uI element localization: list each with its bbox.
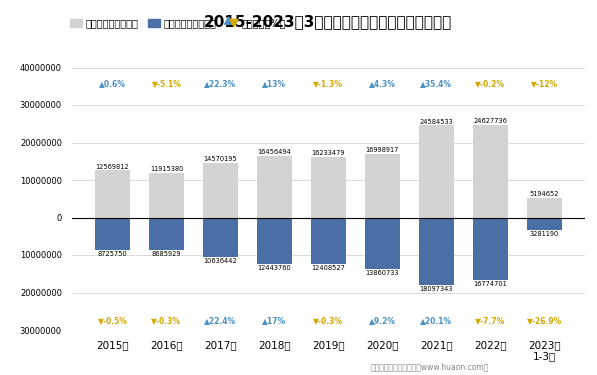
Text: ▼-7.7%: ▼-7.7% [475,316,505,325]
Text: 8685929: 8685929 [152,251,181,257]
Text: ▲20.1%: ▲20.1% [420,316,453,325]
Text: 制图：华经产业研究院（www.huaon.com）: 制图：华经产业研究院（www.huaon.com） [370,362,488,371]
Bar [473,217,508,280]
Text: ▲35.4%: ▲35.4% [420,79,453,88]
Text: 18097343: 18097343 [420,286,453,292]
Bar [95,217,130,250]
Text: 24584533: 24584533 [420,118,453,124]
Text: ▼-0.2%: ▼-0.2% [475,79,505,88]
Text: 8725750: 8725750 [98,251,127,257]
Bar [418,217,454,285]
Text: 12443760: 12443760 [257,265,291,271]
Bar [527,198,562,217]
Bar [257,156,292,218]
Text: ▲9.2%: ▲9.2% [369,316,396,325]
Text: ▼-0.3%: ▼-0.3% [152,316,181,325]
Bar [365,154,400,218]
Bar [95,170,130,217]
Text: 13860733: 13860733 [365,270,399,276]
Text: ▼-0.5%: ▼-0.5% [97,316,127,325]
Text: 12569812: 12569812 [96,164,130,170]
Text: ▼-1.3%: ▼-1.3% [313,79,343,88]
Bar [257,217,292,264]
Text: 12408527: 12408527 [312,265,345,271]
Text: 11915380: 11915380 [150,166,183,172]
Bar [418,125,454,218]
Text: 16998917: 16998917 [365,147,399,153]
Text: ▲22.3%: ▲22.3% [204,79,236,88]
Bar [149,173,184,217]
Bar [203,217,238,257]
Legend: 出口总额（万美元）, 进口总额（万美元）, 同比增速（%）: 出口总额（万美元）, 进口总额（万美元）, 同比增速（%） [66,15,290,32]
Bar [527,217,562,230]
Bar [149,217,184,250]
Bar [203,163,238,218]
Bar [311,217,346,264]
Text: ▲13%: ▲13% [263,79,287,88]
Text: ▼-12%: ▼-12% [531,79,558,88]
Text: ▼-26.9%: ▼-26.9% [527,316,562,325]
Text: 16774701: 16774701 [473,281,507,287]
Text: 10636442: 10636442 [204,258,237,264]
Text: 3281190: 3281190 [530,231,559,237]
Bar [473,125,508,218]
Text: ▲4.3%: ▲4.3% [369,79,396,88]
Text: 24627736: 24627736 [473,118,507,124]
Text: 14570195: 14570195 [204,156,237,162]
Text: ▲17%: ▲17% [262,316,287,325]
Text: ▲0.6%: ▲0.6% [99,79,126,88]
Text: 5194652: 5194652 [530,191,559,197]
Text: ▼-5.1%: ▼-5.1% [152,79,181,88]
Text: 16233479: 16233479 [312,150,345,156]
Text: ▲22.4%: ▲22.4% [204,316,236,325]
Bar [365,217,400,270]
Text: ▼-0.3%: ▼-0.3% [313,316,343,325]
Title: 2015-2023年3月高新技术产业开发区进、出口额: 2015-2023年3月高新技术产业开发区进、出口额 [204,14,453,29]
Text: 16456494: 16456494 [257,149,291,155]
Bar [311,157,346,218]
